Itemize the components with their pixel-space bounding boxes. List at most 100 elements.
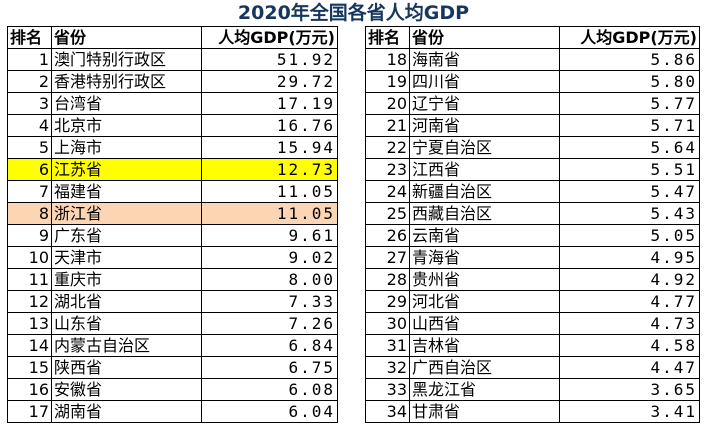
province-cell: 湖南省 [51, 400, 202, 423]
rank-cell: 33 [365, 378, 410, 401]
rank-cell: 26 [365, 224, 410, 247]
province-cell: 吉林省 [409, 334, 560, 357]
rank-cell: 28 [365, 268, 410, 291]
rank-header: 排名 [7, 26, 52, 49]
province-cell: 台湾省 [51, 92, 202, 115]
table-row: 29 河北省 4.77 [365, 290, 700, 313]
province-cell: 重庆市 [51, 268, 202, 291]
province-cell: 新疆自治区 [409, 180, 560, 203]
gdp-cell: 12.73 [201, 158, 338, 181]
gdp-cell: 9.02 [201, 246, 338, 269]
rank-cell: 14 [7, 334, 52, 357]
province-cell: 贵州省 [409, 268, 560, 291]
gdp-cell: 5.80 [559, 70, 700, 93]
gdp-cell: 5.51 [559, 158, 700, 181]
gdp-cell: 16.76 [201, 114, 338, 137]
gdp-cell: 4.73 [559, 312, 700, 335]
rank-cell: 21 [365, 114, 410, 137]
rank-cell: 2 [7, 70, 52, 93]
table-row: 1 澳门特别行政区 51.92 [7, 48, 338, 71]
province-cell: 辽宁省 [409, 92, 560, 115]
province-cell: 江西省 [409, 158, 560, 181]
province-cell: 山东省 [51, 312, 202, 335]
table-row: 2 香港特别行政区 29.72 [7, 70, 338, 93]
province-cell: 天津市 [51, 246, 202, 269]
rank-cell: 11 [7, 268, 52, 291]
rank-cell: 6 [7, 158, 52, 181]
rank-cell: 34 [365, 400, 410, 423]
gdp-cell: 4.47 [559, 356, 700, 379]
page-title: 2020年全国各省人均GDP [237, 2, 470, 24]
gdp-header: 人均GDP(万元) [201, 26, 338, 49]
table-row: 27 青海省 4.95 [365, 246, 700, 269]
table-header-row: 排名 省份 人均GDP(万元) [7, 26, 338, 49]
rank-cell: 3 [7, 92, 52, 115]
gdp-cell: 29.72 [201, 70, 338, 93]
gdp-cell: 8.00 [201, 268, 338, 291]
table-row: 5 上海市 15.94 [7, 136, 338, 159]
province-cell: 四川省 [409, 70, 560, 93]
table-row: 33 黑龙江省 3.65 [365, 378, 700, 401]
table-row: 4 北京市 16.76 [7, 114, 338, 137]
province-cell: 澳门特别行政区 [51, 48, 202, 71]
table-row: 31 吉林省 4.58 [365, 334, 700, 357]
rank-cell: 23 [365, 158, 410, 181]
gdp-cell: 51.92 [201, 48, 338, 71]
province-cell: 宁夏自治区 [409, 136, 560, 159]
gdp-cell: 5.43 [559, 202, 700, 225]
table-row: 15 陕西省 6.75 [7, 356, 338, 379]
table-header-row: 排名 省份 人均GDP(万元) [365, 26, 700, 49]
rank-cell: 1 [7, 48, 52, 71]
table-row: 18 海南省 5.86 [365, 48, 700, 71]
province-cell: 陕西省 [51, 356, 202, 379]
province-cell: 北京市 [51, 114, 202, 137]
rank-cell: 25 [365, 202, 410, 225]
table-row: 8 浙江省 11.05 [7, 202, 338, 225]
gdp-cell: 5.47 [559, 180, 700, 203]
province-cell: 福建省 [51, 180, 202, 203]
gdp-cell: 3.41 [559, 400, 700, 423]
table-row: 9 广东省 9.61 [7, 224, 338, 247]
ranking-table-left: 排名 省份 人均GDP(万元) 1 澳门特别行政区 51.92 2 香港特别行政区 29.… [7, 26, 338, 423]
rank-cell: 12 [7, 290, 52, 313]
rank-cell: 17 [7, 400, 52, 423]
rank-cell: 29 [365, 290, 410, 313]
province-cell: 云南省 [409, 224, 560, 247]
gdp-cell: 5.05 [559, 224, 700, 247]
gdp-header: 人均GDP(万元) [559, 26, 700, 49]
table-row: 19 四川省 5.80 [365, 70, 700, 93]
province-header: 省份 [51, 26, 202, 49]
table-row: 17 湖南省 6.04 [7, 400, 338, 423]
rank-cell: 5 [7, 136, 52, 159]
table-row: 3 台湾省 17.19 [7, 92, 338, 115]
ranking-table-right: 排名 省份 人均GDP(万元) 18 海南省 5.86 19 四川省 5.80 20 辽宁省 5… [365, 26, 700, 423]
gdp-cell: 7.33 [201, 290, 338, 313]
rank-cell: 10 [7, 246, 52, 269]
province-cell: 青海省 [409, 246, 560, 269]
table-row: 23 江西省 5.51 [365, 158, 700, 181]
province-cell: 广东省 [51, 224, 202, 247]
rank-cell: 20 [365, 92, 410, 115]
rank-cell: 18 [365, 48, 410, 71]
gdp-cell: 6.75 [201, 356, 338, 379]
province-cell: 河北省 [409, 290, 560, 313]
table-row: 14 内蒙古自治区 6.84 [7, 334, 338, 357]
province-header: 省份 [409, 26, 560, 49]
table-row: 30 山西省 4.73 [365, 312, 700, 335]
rank-cell: 24 [365, 180, 410, 203]
rank-cell: 13 [7, 312, 52, 335]
gdp-cell: 7.26 [201, 312, 338, 335]
table-row: 6 江苏省 12.73 [7, 158, 338, 181]
province-cell: 内蒙古自治区 [51, 334, 202, 357]
gdp-cell: 6.04 [201, 400, 338, 423]
rank-cell: 30 [365, 312, 410, 335]
gdp-cell: 4.95 [559, 246, 700, 269]
province-cell: 江苏省 [51, 158, 202, 181]
table-row: 10 天津市 9.02 [7, 246, 338, 269]
rank-header: 排名 [365, 26, 410, 49]
province-cell: 西藏自治区 [409, 202, 560, 225]
rank-cell: 8 [7, 202, 52, 225]
province-cell: 广西自治区 [409, 356, 560, 379]
gdp-cell: 5.86 [559, 48, 700, 71]
gdp-cell: 5.64 [559, 136, 700, 159]
